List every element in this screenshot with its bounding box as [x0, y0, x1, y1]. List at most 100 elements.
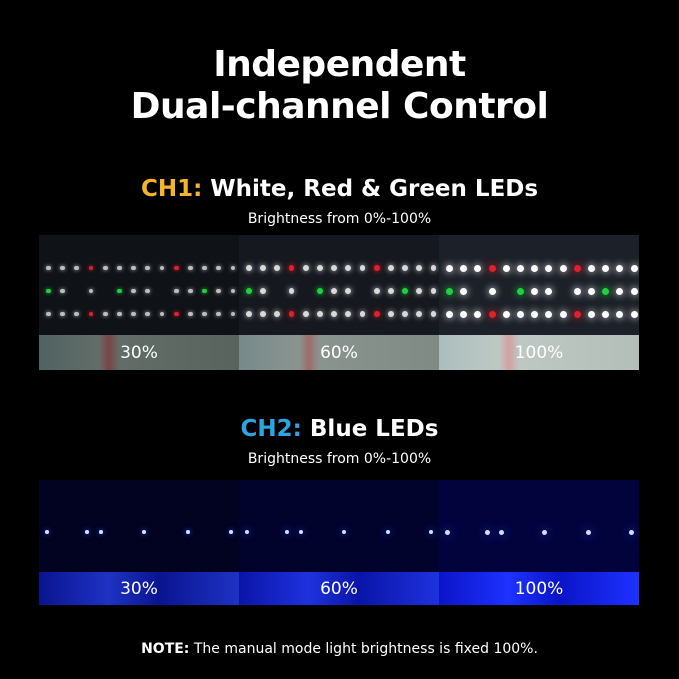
led: [60, 288, 66, 294]
led: [60, 265, 66, 271]
title-line-2: Dual-channel Control: [130, 86, 549, 127]
led: [388, 311, 394, 317]
led: [45, 530, 49, 534]
led: [317, 311, 323, 317]
led: [117, 288, 122, 294]
ch1-panel-100: 100%: [439, 235, 639, 370]
led: [216, 265, 222, 271]
led: [429, 529, 434, 535]
ch1-level-label: 60%: [239, 335, 439, 370]
led: [131, 311, 137, 317]
led: [531, 264, 539, 272]
ch2-prefix: CH2:: [240, 416, 302, 442]
led: [345, 288, 352, 294]
led: [299, 529, 304, 535]
led: [430, 288, 437, 294]
led: [499, 529, 504, 535]
led: [131, 265, 137, 271]
led: [74, 265, 80, 271]
led: [502, 310, 510, 318]
led: [517, 264, 524, 272]
led: [46, 311, 51, 317]
led: [373, 265, 380, 271]
ch2-panel-60: 60%: [239, 480, 439, 605]
led: [345, 311, 352, 317]
led: [173, 288, 179, 294]
led: [460, 287, 468, 295]
led: [573, 287, 581, 295]
led: [386, 529, 391, 535]
ch1-panel-30: 30%: [39, 235, 239, 370]
led: [302, 311, 309, 317]
led: [173, 265, 179, 271]
ch2-label: Blue LEDs: [309, 416, 439, 442]
led: [288, 265, 295, 271]
led: [245, 529, 250, 535]
led: [629, 529, 634, 535]
led: [502, 264, 510, 272]
led: [359, 265, 366, 271]
ch2-level-label: 30%: [39, 572, 239, 605]
led: [416, 265, 423, 271]
led: [416, 311, 423, 317]
led: [46, 265, 51, 271]
led: [230, 265, 236, 271]
led: [588, 310, 595, 318]
led: [545, 287, 553, 295]
led: [216, 311, 222, 317]
led: [46, 288, 51, 294]
led: [288, 288, 295, 294]
led: [545, 310, 553, 318]
ch1-level-label: 30%: [39, 335, 239, 370]
led: [488, 264, 496, 272]
led: [88, 265, 94, 271]
led: [460, 310, 468, 318]
led: [331, 265, 337, 271]
led: [402, 288, 408, 294]
led: [588, 287, 595, 295]
led: [88, 311, 94, 317]
led: [586, 529, 591, 535]
led: [517, 310, 524, 318]
led: [517, 287, 524, 295]
led: [630, 310, 638, 318]
led: [488, 287, 496, 295]
led: [602, 264, 610, 272]
led: [602, 287, 610, 295]
led: [573, 310, 581, 318]
ch1-level-label: 100%: [439, 335, 639, 370]
led: [488, 310, 496, 318]
led: [288, 311, 295, 317]
ch1-subtitle: Brightness from 0%-100%: [247, 211, 432, 227]
led: [317, 288, 323, 294]
led: [159, 265, 165, 271]
led: [102, 311, 108, 317]
led: [145, 288, 151, 294]
led: [230, 311, 236, 317]
led: [630, 264, 638, 272]
led: [542, 529, 547, 535]
led: [274, 265, 281, 271]
led: [616, 310, 624, 318]
ch2-level-label: 100%: [439, 572, 639, 605]
note-label: NOTE:: [141, 641, 190, 657]
led: [446, 287, 453, 295]
led: [285, 529, 290, 535]
led: [416, 288, 423, 294]
led: [74, 311, 80, 317]
led: [616, 287, 624, 295]
led: [202, 311, 208, 317]
led: [246, 311, 252, 317]
led: [616, 264, 624, 272]
led: [446, 264, 453, 272]
led: [373, 288, 380, 294]
led: [260, 288, 266, 294]
led: [88, 288, 94, 294]
led: [102, 265, 108, 271]
ch2-subtitle: Brightness from 0%-100%: [247, 451, 432, 467]
led: [131, 288, 137, 294]
led: [331, 288, 337, 294]
note: NOTE: The manual mode light brightness i…: [0, 641, 679, 657]
led: [388, 288, 394, 294]
led: [246, 288, 252, 294]
